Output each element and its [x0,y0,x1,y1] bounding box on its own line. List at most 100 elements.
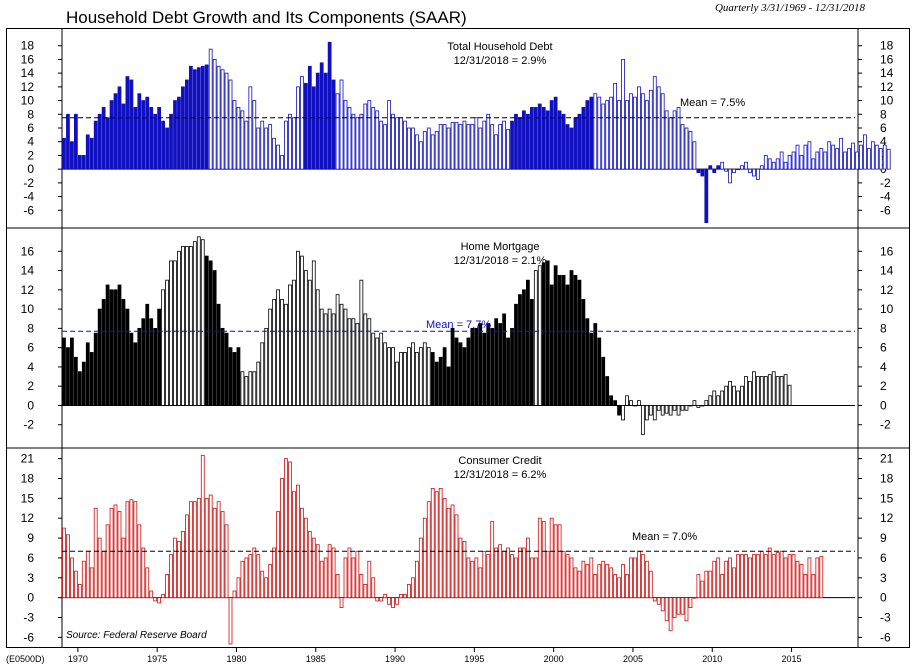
panel-1-bar [236,107,241,170]
panel-2-bar [545,260,550,406]
panel-3-bar [732,567,736,599]
panel-1-bar [113,93,118,170]
panel-3-bar [803,574,808,599]
panel-3-bar [712,560,717,599]
panel-3-bar [157,597,162,604]
panel-1-bar [276,144,280,170]
panel-1-bar [652,76,657,170]
panel-1-bar [351,113,356,170]
panel-2-bar [73,356,78,406]
panel-3-bar [640,554,645,599]
panel-2-bar [640,405,645,435]
panel-3-bar [351,557,356,599]
panel-3-bar [724,560,729,599]
panel-2-bar [672,405,677,411]
panel-1-bar [264,127,269,170]
panel-1-bar [77,155,82,170]
panel-3-bar [621,564,625,599]
panel-2-bar [70,337,74,406]
panel-1-left-tick-label: 2 [27,148,34,162]
panel-1-bar [557,110,562,170]
panel-3-right-tick-label: -3 [880,611,891,625]
panel-1-bar [462,120,467,170]
panel-3-bar [613,574,618,599]
panel-2-bar [490,327,495,406]
panel-1-bar [526,113,530,170]
panel-1-bar [411,127,415,170]
panel-2-bar [644,405,649,421]
panel-1-bar [831,144,836,170]
panel-3-bar [752,554,756,599]
panel-3-bar [446,507,451,599]
panel-2-bar [434,361,439,406]
panel-3-bar [748,557,752,599]
panel-1-bar [775,158,780,170]
panel-1-bar [644,100,649,170]
panel-3-bar [736,554,740,599]
panel-2-bar [395,361,399,406]
panel-1-bar [331,79,336,170]
panel-1-bar [296,86,300,170]
panel-1-left-tick-label: -6 [23,203,34,217]
panel-1-bar [137,93,142,170]
x-tick-label: 1985 [306,654,326,664]
panel-1-bar [359,113,364,170]
panel-3-right-tick-label: -6 [880,630,891,644]
panel-1-bar [704,168,709,224]
panel-1-latest-value: 12/31/2018 = 2.9% [453,55,547,67]
panel-3-bar [434,491,439,599]
panel-2-bar [533,270,538,406]
panel-3-bar [633,557,637,599]
panel-3-bar [367,560,372,599]
panel-1-bar [387,100,391,170]
panel-2-bar [676,405,681,416]
panel-3-left-tick-label: 6 [27,551,34,565]
panel-1-bar [672,110,677,170]
panel-1-bar [633,96,637,170]
panel-1-bar [815,151,820,170]
panel-2-bar [589,332,594,406]
panel-3-bar [240,560,245,599]
panel-3-bar [220,511,225,599]
panel-1-bar [859,144,863,170]
panel-1-bar [755,168,760,180]
panel-3-bar [407,584,411,599]
panel-3-mean-label: Mean = 7.0% [632,531,698,543]
panel-2-bar [664,405,669,414]
panel-2-left-tick-label: -2 [23,418,34,432]
panel-1-bar [855,151,859,170]
panel-2-bar [177,250,181,406]
panel-2-bar [787,384,792,406]
panel-3-bar [62,527,66,599]
panel-3-bar [545,550,550,599]
panel-3-bar [573,567,578,599]
panel-3-bar [569,557,574,599]
panel-2-bar [335,294,340,406]
panel-2-bar [85,342,90,406]
panel-1-bar [708,165,713,170]
panel-2-bar [771,371,776,406]
panel-3-bar [533,557,538,599]
panel-3-bar [557,524,562,599]
panel-1-bar [518,117,522,170]
x-tick-label: 2010 [702,654,722,664]
panel-3-right-tick-label: 6 [880,551,887,565]
panel-2-bar [498,323,503,406]
panel-3-bar [771,554,776,599]
panel-3-right-tick-label: 9 [880,531,887,545]
panel-2-bar [755,376,760,406]
panel-2-bar [173,260,177,406]
panel-2-bar [478,323,483,406]
panel-1-bar [561,113,566,170]
panel-1-bar [823,151,828,170]
panel-3-bar [303,517,308,599]
panel-3-bar [311,537,316,599]
panel-1-bar [363,103,368,170]
panel-1-bar [696,168,701,173]
panel-1-bar [783,161,788,170]
panel-3-bar [73,570,78,599]
panel-1-left-tick-label: 0 [27,162,34,176]
panel-2-bar [256,361,261,406]
panel-1-bar [700,168,705,177]
panel-1-left-tick-label: 8 [27,107,34,121]
